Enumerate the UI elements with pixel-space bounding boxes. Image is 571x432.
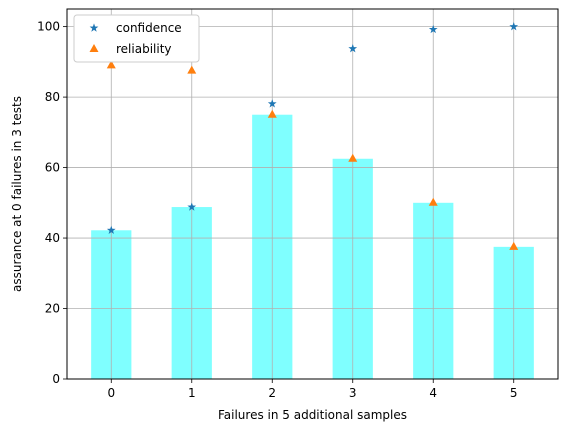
- y-tick-label: 40: [45, 231, 60, 245]
- x-tick-label: 2: [268, 386, 276, 400]
- x-tick-label: 5: [510, 386, 518, 400]
- confidence-point-0: [106, 225, 116, 235]
- legend-box: [73, 14, 200, 63]
- reliability-point-1: [187, 65, 197, 74]
- legend-marker-confidence: [89, 23, 99, 32]
- confidence-point-1: [187, 202, 197, 211]
- x-tick-label: 4: [429, 386, 437, 400]
- y-tick-label: 60: [45, 161, 60, 175]
- legend-label-reliability: reliability: [116, 42, 172, 56]
- confidence-point-3: [348, 44, 358, 53]
- y-tick-label: 100: [37, 20, 60, 34]
- reliability-point-4: [428, 197, 438, 206]
- y-tick-label: 80: [45, 90, 60, 104]
- legend-marker-reliability: [89, 44, 99, 52]
- confidence-point-4: [428, 24, 438, 34]
- x-tick-label: 0: [107, 386, 115, 400]
- y-tick-label: 0: [52, 372, 60, 386]
- reliability-point-0: [106, 60, 116, 69]
- x-ticks: 0 1 2 3 4 5: [107, 379, 518, 400]
- plot-frame: [66, 8, 559, 380]
- x-tick-label: 1: [188, 386, 196, 400]
- legend-label-confidence: confidence: [116, 21, 182, 35]
- markers: [106, 22, 519, 250]
- x-tick-label: 3: [349, 386, 357, 400]
- reliability-point-2: [267, 109, 277, 118]
- bars: [91, 114, 534, 379]
- confidence-point-2: [267, 99, 277, 108]
- x-axis-label: Failures in 5 additional samples: [218, 408, 407, 422]
- y-ticks: 0 20 40 60 80 100: [37, 20, 67, 386]
- y-axis-label: assurance at 0 failures in 3 tests: [10, 96, 24, 292]
- legend: confidence reliability: [73, 14, 200, 63]
- reliability-point-5: [509, 241, 519, 250]
- confidence-point-5: [509, 22, 519, 31]
- y-tick-label: 20: [45, 302, 60, 316]
- grid: [67, 9, 558, 380]
- reliability-point-3: [348, 153, 358, 162]
